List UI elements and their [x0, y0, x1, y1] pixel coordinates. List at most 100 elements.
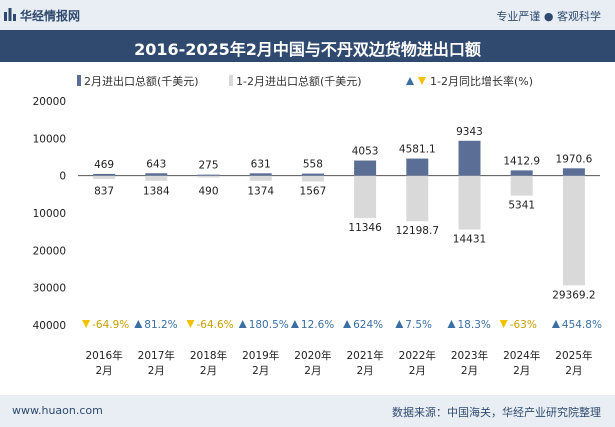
- top-bar: 华经情报网 专业严谨 ● 客观科学: [0, 0, 615, 30]
- growth-up-triangle-icon: [290, 320, 299, 328]
- brand-name: 华经情报网: [20, 9, 81, 23]
- bar-feb: [562, 168, 585, 176]
- x-tick-label: 2021年 2月: [346, 349, 383, 377]
- x-tick-label: 2024年 2月: [503, 349, 540, 377]
- bar-ytd: [93, 175, 116, 179]
- y-tick-label: 40000: [33, 320, 66, 332]
- title-bar: 2016-2025年2月中国与不丹双边货物进出口额: [0, 30, 615, 62]
- x-tick-label: 2017年 2月: [138, 349, 175, 377]
- growth-up-triangle-icon: [134, 320, 143, 328]
- legend-down-triangle-icon: [418, 77, 426, 85]
- data-label-feb: 558: [303, 159, 323, 171]
- y-tick-label: 30000: [33, 283, 66, 295]
- data-label-feb: 9343: [456, 126, 483, 138]
- growth-label: 180.5%: [249, 319, 289, 331]
- growth-row: -64.9% 81.2% -64.6% 180.5% 12.6% 624% 7.5% 18.3…: [82, 319, 602, 331]
- bar-ytd: [145, 175, 168, 181]
- bar-ytd: [249, 175, 272, 181]
- data-label-ytd: 11346: [348, 222, 382, 234]
- data-label-feb: 4581.1: [399, 144, 436, 156]
- x-tick-label: 2016年 2月: [85, 349, 122, 377]
- bar-ytd: [406, 175, 429, 222]
- growth-up-triangle-icon: [238, 320, 247, 328]
- brand-logo-icon: [4, 8, 16, 21]
- data-label-ytd: 14431: [453, 234, 486, 246]
- legend: 2月进出口总额(千美元) 1-2月进出口总额(千美元) 1-2月同比增长率(%): [77, 74, 533, 88]
- x-tick-label: 2020年 2月: [294, 349, 331, 377]
- bar-ytd: [510, 175, 533, 196]
- data-label-ytd: 29369.2: [552, 289, 595, 301]
- x-tick-label: 2022年 2月: [399, 349, 436, 377]
- data-label-feb: 469: [94, 159, 114, 171]
- y-tick-label: 20000: [33, 96, 66, 108]
- growth-up-triangle-icon: [343, 320, 352, 328]
- growth-down-triangle-icon: [499, 320, 508, 328]
- data-label-feb: 1970.6: [556, 153, 593, 165]
- bar-feb: [197, 174, 220, 176]
- growth-label: -63%: [510, 319, 537, 331]
- y-tick-label: 0: [59, 171, 66, 183]
- growth-up-triangle-icon: [447, 320, 456, 328]
- y-tick-label: 10000: [33, 133, 66, 145]
- data-label-feb: 4053: [352, 146, 379, 158]
- bar-ytd: [458, 175, 481, 230]
- chart-title: 2016-2025年2月中国与不丹双边货物进出口额: [134, 40, 481, 59]
- growth-label: 454.8%: [562, 319, 602, 331]
- bars: 469 837 643 1384 275 490 631 1374 558 1567 4053 113…: [93, 126, 596, 301]
- bar-ytd: [197, 175, 220, 178]
- bar-feb: [301, 173, 324, 176]
- growth-label: 12.6%: [301, 319, 334, 331]
- growth-up-triangle-icon: [395, 320, 404, 328]
- legend-label-growth: 1-2月同比增长率(%): [430, 74, 533, 88]
- data-label-feb: 643: [146, 158, 166, 170]
- data-label-ytd: 12198.7: [396, 225, 439, 237]
- x-tick-label: 2025年 2月: [555, 349, 592, 377]
- growth-label: 7.5%: [405, 319, 432, 331]
- tagline: 专业严谨 ● 客观科学: [496, 10, 601, 23]
- data-label-ytd: 490: [198, 186, 218, 198]
- data-label-ytd: 5341: [508, 200, 535, 212]
- bar-ytd: [354, 175, 377, 219]
- data-label-ytd: 1374: [247, 186, 274, 198]
- bar-feb: [249, 173, 272, 176]
- bar-feb: [354, 160, 377, 176]
- data-label-feb: 631: [251, 158, 271, 170]
- x-tick-label: 2018年 2月: [190, 349, 227, 377]
- x-tick-label: 2019年 2月: [242, 349, 279, 377]
- y-tick-label: 10000: [33, 208, 66, 220]
- data-label-ytd: 837: [94, 186, 114, 198]
- growth-down-triangle-icon: [186, 320, 195, 328]
- bar-feb: [458, 140, 481, 176]
- growth-label: 18.3%: [458, 319, 491, 331]
- bar-chart: 2月进出口总额(千美元) 1-2月进出口总额(千美元) 1-2月同比增长率(%)…: [33, 74, 602, 377]
- site-url: www.huaon.com: [12, 404, 103, 417]
- legend-label-ytd: 1-2月进出口总额(千美元): [236, 74, 362, 88]
- bar-feb: [145, 173, 168, 176]
- bar-ytd: [301, 175, 324, 182]
- growth-down-triangle-icon: [82, 320, 91, 328]
- growth-label: 624%: [353, 319, 383, 331]
- legend-up-triangle-icon: [406, 77, 414, 85]
- legend-label-feb: 2月进出口总额(千美元): [84, 74, 199, 88]
- data-source: 数据来源：中国海关，华经产业研究院整理: [392, 406, 601, 419]
- data-label-feb: 275: [198, 160, 218, 172]
- growth-label: -64.9%: [92, 319, 129, 331]
- data-label-ytd: 1567: [300, 186, 327, 198]
- y-axis: 20000 10000 0 10000 20000 30000 40000: [33, 96, 66, 332]
- data-label-feb: 1412.9: [503, 155, 540, 167]
- x-axis: 2016年 2月 2017年 2月 2018年 2月 2019年 2月 2020年 2月 2021年…: [85, 349, 592, 377]
- growth-label: 81.2%: [144, 319, 177, 331]
- data-label-ytd: 1384: [143, 186, 170, 198]
- bar-feb: [406, 158, 429, 176]
- growth-up-triangle-icon: [551, 320, 560, 328]
- growth-label: -64.6%: [197, 319, 234, 331]
- x-tick-label: 2023年 2月: [451, 349, 488, 377]
- bar-ytd: [562, 175, 585, 286]
- bar-feb: [510, 170, 533, 176]
- bar-feb: [93, 173, 116, 176]
- legend-swatch-feb: [77, 75, 81, 86]
- y-tick-label: 20000: [33, 245, 66, 257]
- footer-bar: www.huaon.com 数据来源：中国海关，华经产业研究院整理: [0, 395, 615, 427]
- legend-swatch-ytd: [229, 75, 233, 86]
